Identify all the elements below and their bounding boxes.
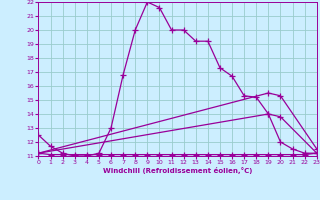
X-axis label: Windchill (Refroidissement éolien,°C): Windchill (Refroidissement éolien,°C) bbox=[103, 167, 252, 174]
